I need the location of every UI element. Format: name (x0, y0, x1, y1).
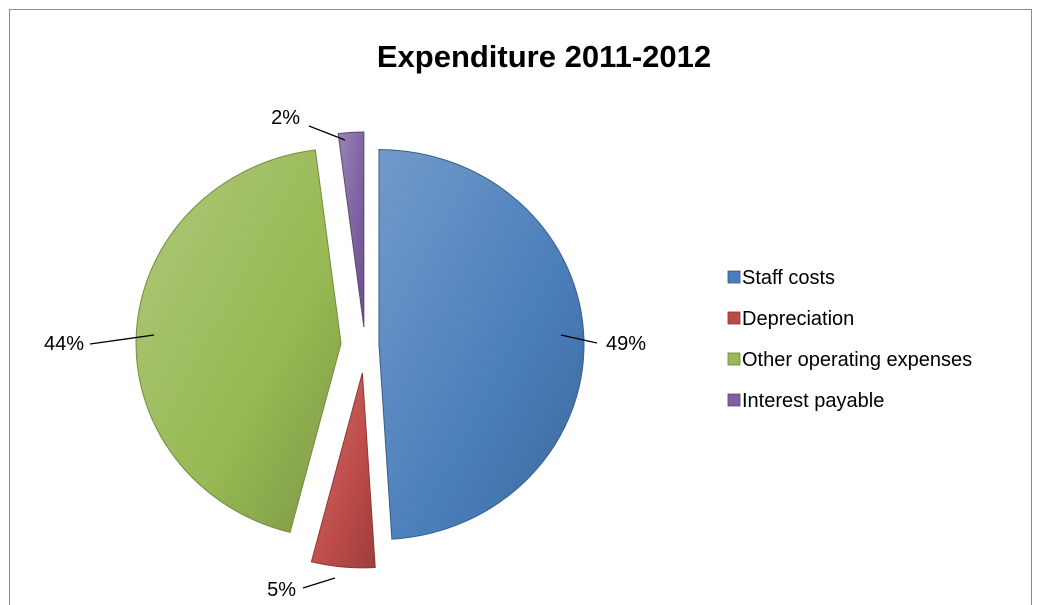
data-label-depreciation: 5% (267, 579, 296, 601)
legend-label-staff-costs: Staff costs (742, 267, 835, 289)
legend-label-interest-payable: Interest payable (742, 390, 884, 412)
data-label-staff-costs: 49% (606, 333, 646, 355)
legend: Staff costs Depreciation Other operating e… (727, 267, 972, 412)
legend-swatch-interest-payable (727, 393, 741, 407)
legend-swatch-other-operating-expenses (727, 352, 741, 366)
legend-swatch-depreciation (727, 311, 741, 325)
pie-slice-interest-payable (337, 131, 365, 328)
pie-slice-staff-costs (378, 149, 585, 540)
legend-label-other-operating-expenses: Other operating expenses (742, 349, 972, 371)
chart-title: Expenditure 2011-2012 (377, 39, 711, 74)
data-labels: 49% 5% 44% 2% (44, 107, 646, 601)
pie-slices (135, 131, 585, 569)
legend-swatch-staff-costs (727, 270, 741, 284)
data-label-interest-payable: 2% (271, 107, 300, 129)
leader-line-staff-costs (560, 334, 598, 344)
leader-line-other-operating-expenses (89, 334, 155, 345)
leader-line-depreciation (302, 577, 336, 589)
legend-label-depreciation: Depreciation (742, 308, 854, 330)
pie-slice-depreciation (310, 372, 376, 569)
data-label-other-operating-expenses: 44% (44, 333, 84, 355)
pie-slice-other-operating-expenses (135, 149, 342, 533)
leader-line-interest-payable (308, 125, 346, 141)
